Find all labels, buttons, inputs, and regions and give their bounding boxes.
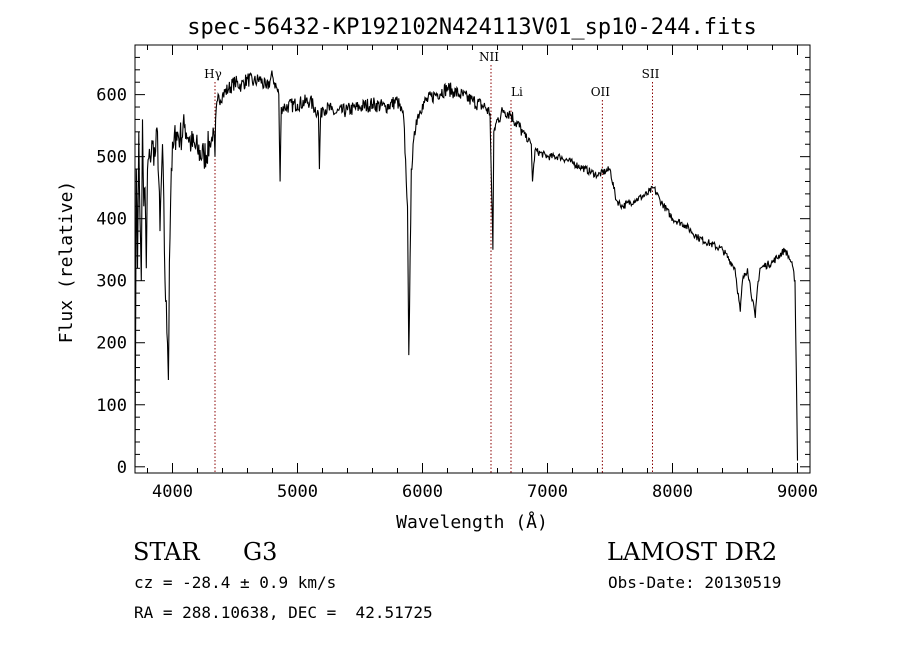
observation-date: Obs-Date: 20130519 <box>608 573 782 592</box>
y-tick-label: 300 <box>96 272 127 292</box>
y-tick-label: 400 <box>96 210 127 230</box>
marker-label-Li: Li <box>511 85 523 99</box>
x-tick-label: 9000 <box>777 482 818 502</box>
x-axis-label: Wavelength (Å) <box>396 511 548 533</box>
spectrum-series-line <box>134 70 799 467</box>
x-tick-label: 6000 <box>402 482 443 502</box>
object-subclass: G3 <box>243 538 278 566</box>
redshift-velocity: cz = -28.4 ± 0.9 km/s <box>134 573 337 592</box>
y-tick-label: 200 <box>96 334 127 354</box>
x-tick-label: 5000 <box>277 482 318 502</box>
axis-ticks: 4000 5000 6000 7000 8000 9000 0 100 200 300 400 500… <box>96 45 818 502</box>
x-tick-label: 4000 <box>152 482 193 502</box>
marker-label-OII: OII <box>591 85 611 99</box>
coordinates: RA = 288.10638, DEC = 42.51725 <box>134 603 433 622</box>
y-tick-label: 600 <box>96 86 127 106</box>
marker-label-Hγ: Hγ <box>204 67 222 81</box>
y-axis-label: Flux (relative) <box>56 181 77 344</box>
plot-frame <box>134 44 811 474</box>
object-class: STAR <box>133 538 200 566</box>
marker-label-NII: NII <box>479 50 499 64</box>
x-tick-label: 7000 <box>527 482 568 502</box>
chart-title: spec-56432-KP192102N424113V01_sp10-244.f… <box>187 15 757 40</box>
y-tick-label: 0 <box>117 458 127 478</box>
y-tick-label: 100 <box>96 396 127 416</box>
survey-name: LAMOST DR2 <box>607 538 778 566</box>
y-tick-label: 500 <box>96 148 127 168</box>
x-tick-label: 8000 <box>652 482 693 502</box>
marker-label-SII: SII <box>642 67 660 81</box>
spectral-line-markers: Hγ NII Li OII SII <box>204 50 660 473</box>
